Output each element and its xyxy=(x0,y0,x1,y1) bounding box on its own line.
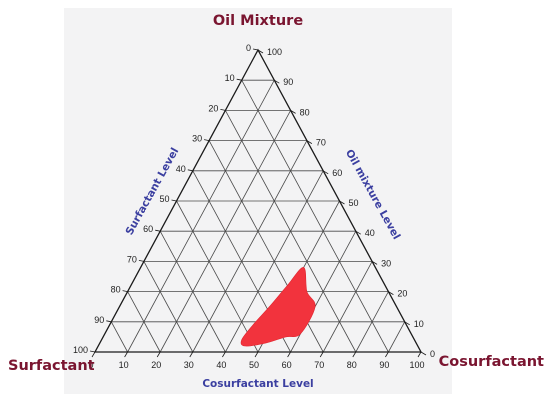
region-layer xyxy=(240,267,316,347)
tick-label-bottom-5: 50 xyxy=(249,360,259,370)
tick-label-right-4: 60 xyxy=(332,168,342,178)
grid-line-oil-plus-cosurf-30 xyxy=(143,261,194,353)
tick-mark-bottom-10 xyxy=(417,351,422,358)
grid-line-cosurfactant-90 xyxy=(388,321,406,353)
tick-label-right-3: 70 xyxy=(316,138,326,148)
tick-label-right-5: 50 xyxy=(349,198,359,208)
tick-label-right-8: 20 xyxy=(397,289,407,299)
tick-label-bottom-4: 40 xyxy=(216,360,226,370)
tick-label-left-9: 90 xyxy=(94,315,104,325)
grid-line-oil-plus-cosurf-40 xyxy=(159,231,226,353)
tick-label-right-9: 10 xyxy=(414,319,424,329)
tick-mark-left-10 xyxy=(89,350,96,353)
grid-line-oil-plus-cosurf-90 xyxy=(241,80,389,353)
tick-mark-left-6 xyxy=(155,229,161,232)
tick-mark-left-8 xyxy=(122,290,128,292)
tick-mark-bottom-1 xyxy=(124,351,128,358)
tick-mark-right-6 xyxy=(355,230,362,235)
tick-mark-bottom-8 xyxy=(352,351,357,358)
tick-mark-left-2 xyxy=(220,109,226,111)
tick-label-left-2: 20 xyxy=(208,103,218,113)
tick-label-left-1: 10 xyxy=(225,73,235,83)
corner-label-top: Oil Mixture xyxy=(213,13,303,29)
tick-label-left-6: 60 xyxy=(143,224,153,234)
tick-label-bottom-2: 20 xyxy=(151,360,161,370)
tick-mark-right-1 xyxy=(274,79,280,84)
grid-line-oil-plus-cosurf-10 xyxy=(110,321,128,353)
tick-label-right-10: 0 xyxy=(430,349,435,359)
grid-line-cosurfactant-70 xyxy=(322,261,373,353)
tick-label-bottom-9: 90 xyxy=(379,360,389,370)
tick-label-left-8: 80 xyxy=(111,285,121,295)
tick-label-bottom-3: 30 xyxy=(184,360,194,370)
tick-mark-bottom-7 xyxy=(319,351,324,358)
tick-label-right-2: 80 xyxy=(300,107,310,117)
tick-label-bottom-0: 0 xyxy=(88,360,93,370)
tick-mark-right-2 xyxy=(290,110,296,114)
tick-mark-left-3 xyxy=(204,139,210,141)
tick-mark-right-7 xyxy=(371,261,378,265)
grid-line-oil-plus-cosurf-20 xyxy=(127,291,161,353)
tick-mark-bottom-9 xyxy=(385,351,389,358)
tick-mark-left-4 xyxy=(187,169,193,172)
tick-mark-right-3 xyxy=(306,140,313,144)
tick-mark-bottom-3 xyxy=(189,351,194,358)
grid-line-cosurfactant-30 xyxy=(192,140,308,353)
grid-line-oil-plus-cosurf-80 xyxy=(225,110,357,353)
tick-mark-left-9 xyxy=(106,320,112,323)
tick-label-bottom-10: 100 xyxy=(409,360,424,370)
microemulsion-region xyxy=(240,267,316,347)
tick-label-right-1: 90 xyxy=(283,77,293,87)
tick-label-left-3: 30 xyxy=(192,134,202,144)
tick-mark-bottom-4 xyxy=(222,351,226,358)
tick-label-right-6: 40 xyxy=(365,228,375,238)
tick-mark-left-7 xyxy=(138,260,144,262)
tick-mark-right-9 xyxy=(404,321,410,326)
tick-mark-right-5 xyxy=(339,200,345,205)
tick-label-left-7: 70 xyxy=(127,254,137,264)
tick-mark-bottom-6 xyxy=(287,351,291,358)
grid-line-cosurfactant-10 xyxy=(127,80,275,353)
tick-mark-bottom-5 xyxy=(254,351,259,358)
grid-line-oil-plus-cosurf-50 xyxy=(176,200,259,353)
tick-label-left-4: 40 xyxy=(176,164,186,174)
tick-mark-left-0 xyxy=(252,48,259,51)
corner-label-right: Cosurfactant xyxy=(439,354,544,370)
tick-mark-right-8 xyxy=(388,291,394,295)
tick-mark-bottom-0 xyxy=(91,351,96,358)
tick-label-right-7: 30 xyxy=(381,258,391,268)
grid-lines xyxy=(110,79,406,353)
tick-label-bottom-7: 70 xyxy=(314,360,324,370)
tick-label-bottom-1: 10 xyxy=(119,360,129,370)
tick-label-bottom-8: 80 xyxy=(347,360,357,370)
tick-label-left-5: 50 xyxy=(159,194,169,204)
tick-mark-left-1 xyxy=(236,78,242,81)
axis-title-bottom: Cosurfactant Level xyxy=(202,378,313,390)
tick-mark-right-4 xyxy=(322,170,329,175)
corner-label-left: Surfactant xyxy=(8,358,95,374)
tick-mark-left-5 xyxy=(171,199,177,202)
tick-label-left-0: 0 xyxy=(246,43,251,53)
tick-mark-right-0 xyxy=(257,49,264,54)
tick-label-left-10: 100 xyxy=(73,345,88,355)
tick-label-bottom-6: 60 xyxy=(282,360,292,370)
tick-label-right-0: 100 xyxy=(267,47,282,57)
tick-mark-right-10 xyxy=(420,351,427,356)
tick-mark-bottom-2 xyxy=(156,351,161,358)
